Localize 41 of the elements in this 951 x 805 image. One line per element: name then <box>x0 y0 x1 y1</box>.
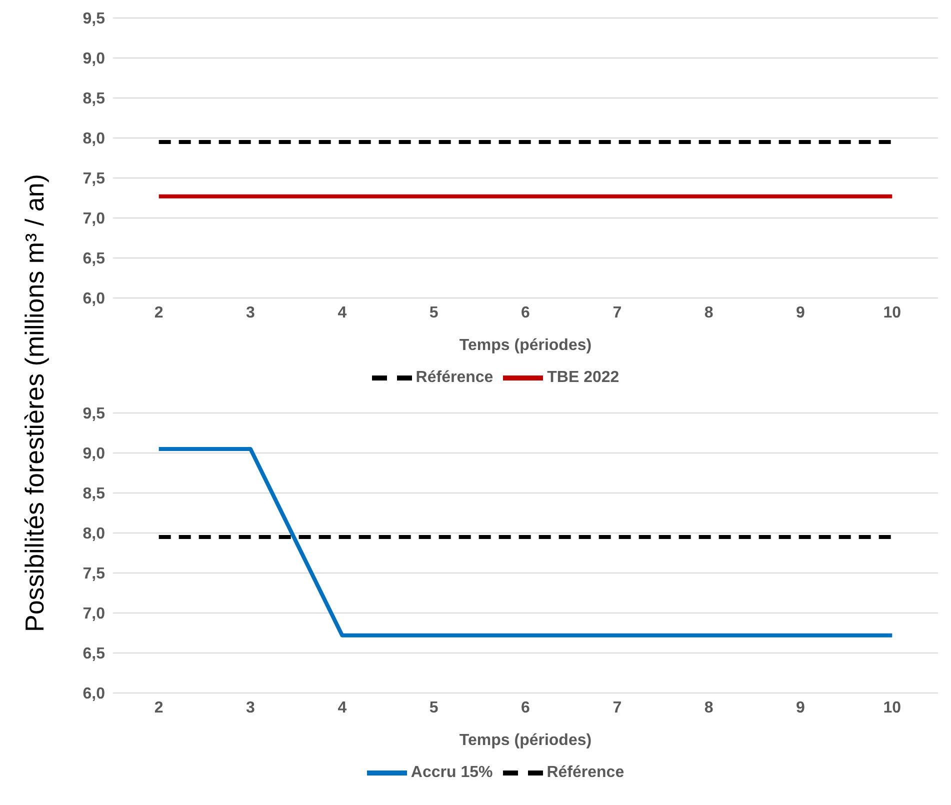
x-tick-label: 2 <box>154 699 164 716</box>
x-tick-label: 6 <box>521 304 530 322</box>
legend-label: Référence <box>416 369 494 386</box>
y-tick-label: 9,5 <box>82 10 106 28</box>
y-tick-label: 9,0 <box>82 50 106 68</box>
y-tick-label: 8,0 <box>82 130 106 148</box>
legend-label: Accru 15% <box>410 764 493 782</box>
y-tick-label: 8,5 <box>82 90 106 108</box>
y-tick-label: 7,0 <box>82 210 106 228</box>
x-tick-label: 9 <box>796 304 806 322</box>
y-tick-label: 6,0 <box>82 686 106 703</box>
y-tick-label: 8,0 <box>82 526 106 543</box>
x-tick-label: 5 <box>429 304 438 322</box>
x-tick-label: 3 <box>246 304 256 322</box>
y-tick-label: 9,0 <box>82 446 106 463</box>
y-tick-label: 6,5 <box>82 250 106 268</box>
y-tick-label: 8,5 <box>82 486 106 503</box>
legend-label: Référence <box>546 764 624 782</box>
y-axis-title: Possibilités forestières (millions m³ / an) <box>20 174 50 632</box>
x-tick-label: 8 <box>704 699 714 716</box>
x-tick-label: 9 <box>796 699 806 716</box>
y-tick-label: 7,0 <box>82 606 106 623</box>
x-tick-label: 4 <box>338 304 347 322</box>
x-tick-label: 6 <box>521 699 530 716</box>
x-tick-label: 10 <box>883 304 902 322</box>
y-tick-label: 9,5 <box>82 406 106 423</box>
x-axis-title: Temps (périodes) <box>459 337 592 354</box>
y-tick-label: 7,5 <box>82 170 106 188</box>
x-tick-label: 8 <box>704 304 714 322</box>
x-tick-label: 4 <box>338 699 347 716</box>
legend-label: TBE 2022 <box>547 369 620 386</box>
y-tick-label: 6,0 <box>82 290 106 308</box>
x-tick-label: 10 <box>883 699 902 716</box>
y-tick-label: 6,5 <box>82 646 106 663</box>
x-tick-label: 3 <box>246 699 256 716</box>
x-tick-label: 7 <box>612 699 622 716</box>
x-tick-label: 2 <box>154 304 164 322</box>
x-tick-label: 5 <box>429 699 438 716</box>
x-tick-label: 7 <box>612 304 622 322</box>
x-axis-title: Temps (périodes) <box>459 732 592 749</box>
y-tick-label: 7,5 <box>82 566 106 583</box>
